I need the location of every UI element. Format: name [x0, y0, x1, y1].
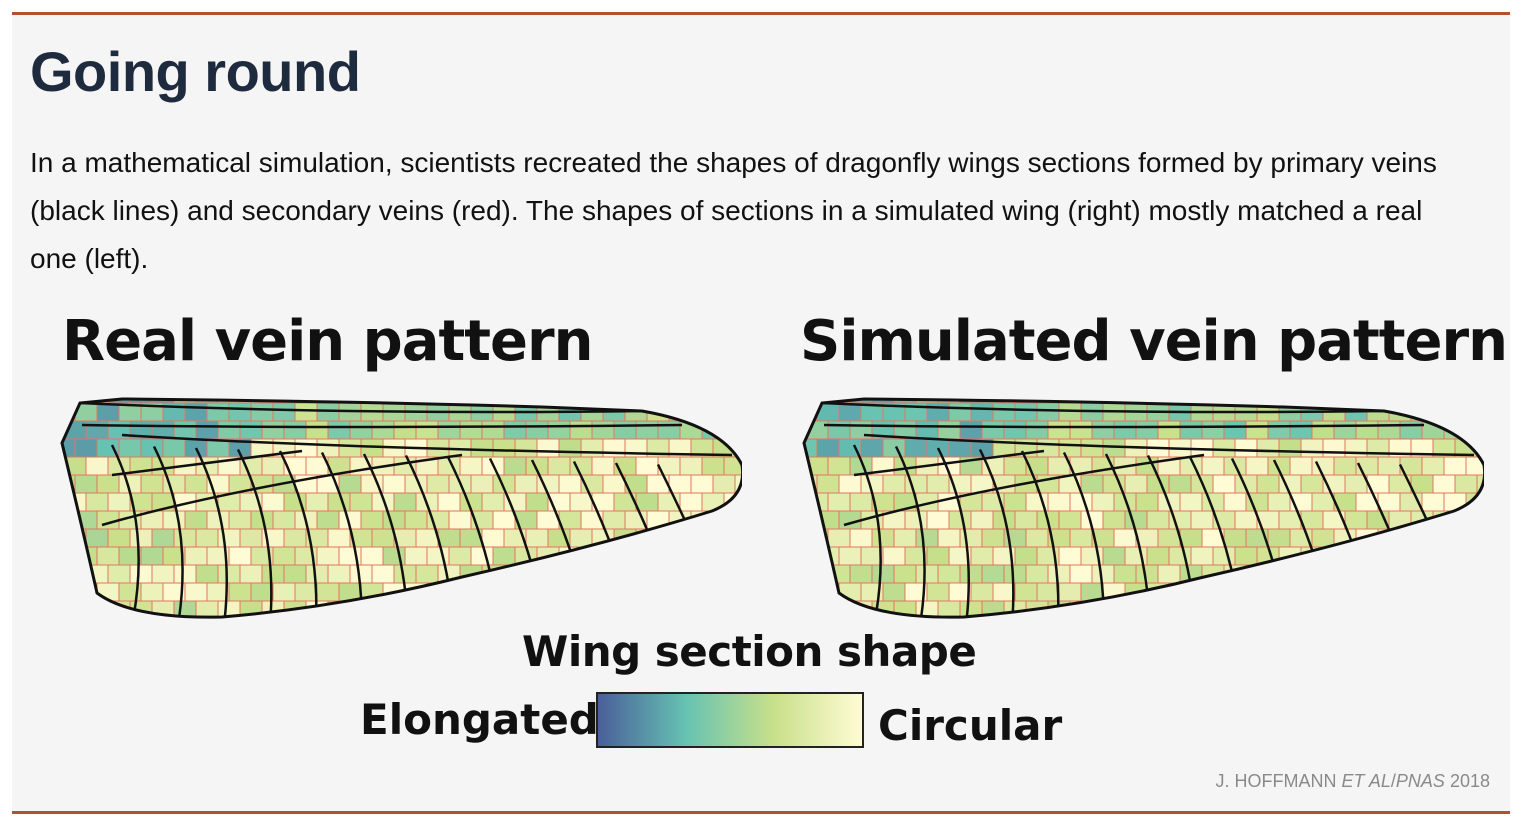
image-credit: J. HOFFMANN ET AL/PNAS 2018 — [1215, 771, 1490, 791]
figure-card: Going round In a mathematical simulation… — [12, 12, 1510, 814]
figure-description: In a mathematical simulation, scientists… — [30, 147, 1437, 274]
simulated-pattern-title: Simulated vein pattern — [800, 309, 1508, 374]
legend-title: Wing section shape — [522, 627, 977, 676]
wing-outline — [60, 397, 742, 619]
legend-low-label: Elongated — [360, 695, 599, 744]
simulated-wing-image — [802, 397, 1484, 619]
legend-high-label: Circular — [878, 701, 1063, 750]
real-wing-image — [60, 397, 742, 619]
credit-year: 2018 — [1449, 771, 1490, 791]
wing-cells — [62, 399, 742, 618]
real-pattern-title: Real vein pattern — [62, 309, 594, 374]
credit-journal: PNAS — [1395, 771, 1445, 791]
figure-title: Going round — [30, 40, 361, 103]
wing-cells — [804, 399, 1484, 618]
wing-outline — [802, 397, 1484, 619]
credit-author: J. HOFFMANN — [1215, 771, 1337, 791]
credit-et-al: ET AL — [1341, 771, 1391, 791]
legend-colorbar — [596, 692, 864, 748]
